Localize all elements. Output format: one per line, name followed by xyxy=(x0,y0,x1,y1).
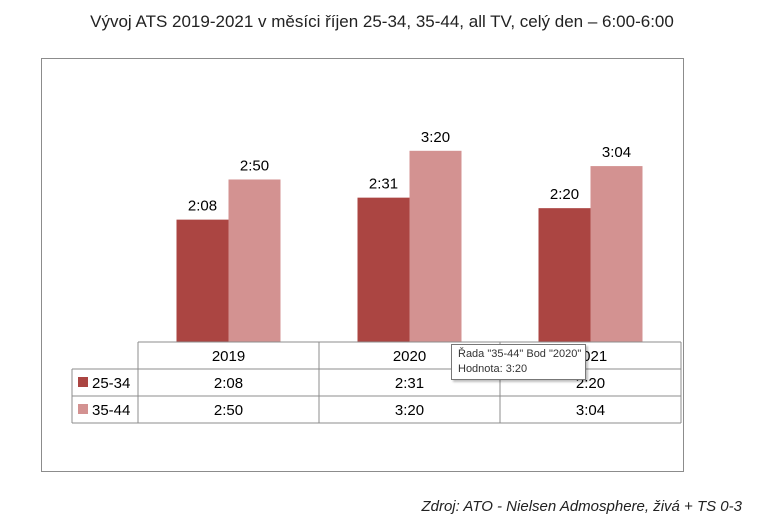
table-cell-25-34-2020: 2:31 xyxy=(395,375,424,392)
bar-35-44-2019 xyxy=(228,179,281,342)
category-label-2020: 2020 xyxy=(393,348,426,365)
chart-tooltip: Řada "35-44" Bod "2020" Hodnota: 3:20 xyxy=(451,344,586,380)
table-cell-25-34-2019: 2:08 xyxy=(214,375,243,392)
bar-25-34-2020 xyxy=(357,197,410,342)
tooltip-series-point: Řada "35-44" Bod "2020" xyxy=(458,348,582,360)
legend-label-25-34: 25-34 xyxy=(92,375,130,392)
data-label-25-34-2020: 2:31 xyxy=(369,176,398,193)
source-note: Zdroj: ATO - Nielsen Admosphere, živá + … xyxy=(421,498,742,515)
tooltip-value: Hodnota: 3:20 xyxy=(458,363,528,375)
legend-key-25-34 xyxy=(78,377,88,387)
table-cell-35-44-2019: 2:50 xyxy=(214,402,243,419)
table-cell-35-44-2020: 3:20 xyxy=(395,402,424,419)
table-cell-35-44-2021: 3:04 xyxy=(576,402,605,419)
data-label-35-44-2019: 2:50 xyxy=(240,157,269,174)
bars-layer xyxy=(176,150,643,342)
data-label-25-34-2021: 2:20 xyxy=(550,186,579,203)
legend-label-35-44: 35-44 xyxy=(92,402,130,419)
data-label-35-44-2020: 3:20 xyxy=(421,129,450,146)
chart-title: Vývoj ATS 2019-2021 v měsíci říjen 25-34… xyxy=(90,12,674,31)
bar-25-34-2021 xyxy=(538,208,591,342)
bar-35-44-2020 xyxy=(409,150,462,342)
bar-25-34-2019 xyxy=(176,219,229,342)
bar-35-44-2021 xyxy=(590,166,643,342)
data-labels-layer: 2:08 2:50 2:31 3:20 2:20 3:04 xyxy=(188,129,631,215)
category-label-2019: 2019 xyxy=(212,348,245,365)
data-label-35-44-2021: 3:04 xyxy=(602,144,631,161)
legend-key-35-44 xyxy=(78,404,88,414)
data-label-25-34-2019: 2:08 xyxy=(188,198,217,215)
